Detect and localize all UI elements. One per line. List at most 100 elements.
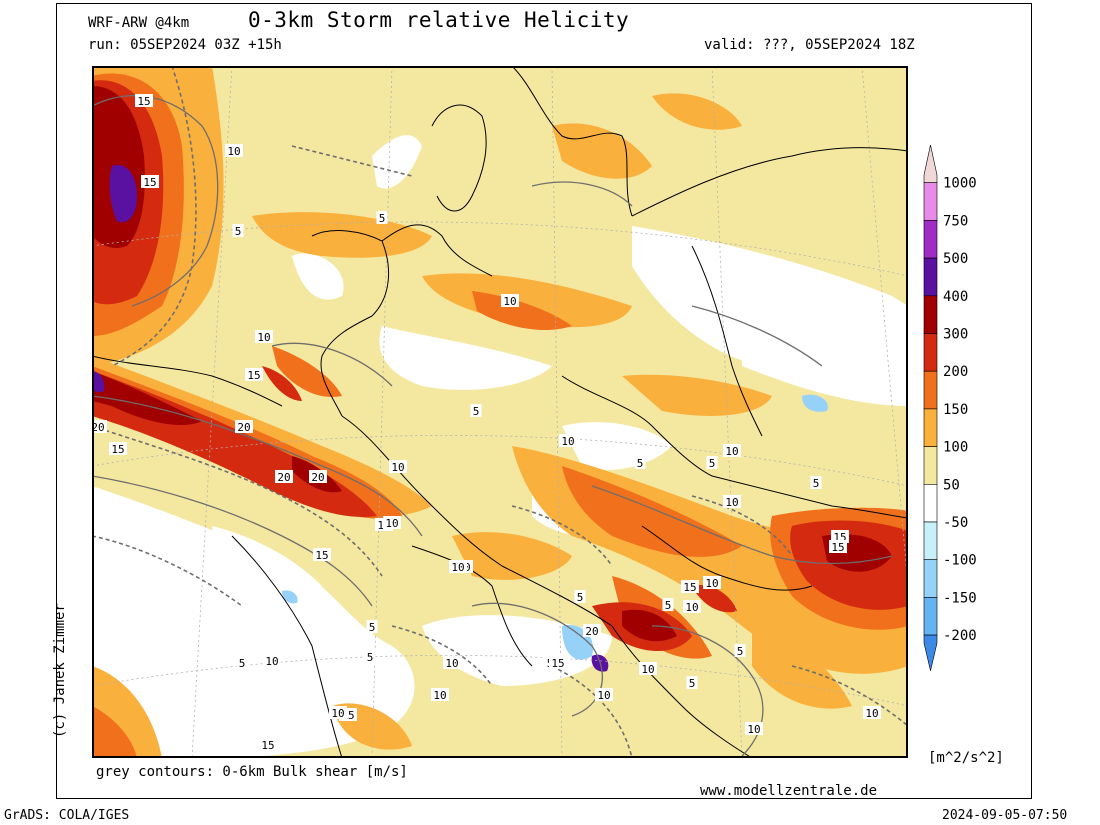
svg-text:15: 15 [247, 369, 260, 382]
timestamp-label: 2024-09-05-07:50 [942, 808, 1068, 823]
contour-label: 10 [639, 662, 657, 676]
contour-label: 10 [683, 600, 701, 614]
legend-swatch [923, 333, 938, 372]
svg-text:20: 20 [311, 471, 324, 484]
svg-text:5: 5 [737, 645, 744, 658]
contour-note: grey contours: 0-6km Bulk shear [m/s] [96, 764, 408, 780]
contour-label: 10 [863, 706, 881, 720]
legend-label: 150 [943, 402, 968, 418]
svg-text:15: 15 [551, 657, 564, 670]
svg-text:5: 5 [665, 599, 672, 612]
software-label: GrADS: COLA/IGES [4, 808, 130, 823]
svg-text:15: 15 [683, 581, 696, 594]
svg-text:20: 20 [585, 625, 598, 638]
svg-text:10: 10 [433, 689, 446, 702]
svg-text:15: 15 [143, 176, 156, 189]
contour-label: 20 [235, 420, 253, 434]
contour-label: 15 [109, 442, 127, 456]
svg-text:5: 5 [239, 657, 246, 670]
contour-label: 20 [583, 624, 601, 638]
contour-label: 5 [810, 476, 822, 490]
legend-label: -50 [943, 515, 968, 531]
svg-text:15: 15 [831, 541, 844, 554]
contour-label: 10 [723, 444, 741, 458]
contour-label: 5 [232, 224, 244, 238]
contour-label: 10 [329, 706, 347, 720]
contour-label: 5 [236, 656, 248, 670]
legend-swatch [923, 521, 938, 561]
svg-text:10: 10 [705, 577, 718, 590]
website-label: www.modellzentrale.de [700, 783, 878, 799]
contour-label: 5 [574, 590, 586, 604]
legend-swatch [923, 634, 938, 671]
legend-swatch [923, 597, 938, 636]
bulk-shear-dashed-contours [92, 66, 908, 758]
svg-text:15: 15 [315, 549, 328, 562]
contour-label: 10 [449, 560, 467, 574]
model-label: WRF-ARW @4km [88, 15, 190, 31]
contour-label: 5 [706, 456, 718, 470]
legend-label: 1000 [943, 176, 977, 192]
legend-swatch [923, 295, 938, 334]
contour-label: 5 [376, 211, 388, 225]
legend-label: 100 [943, 440, 968, 456]
contour-label: 5 [734, 644, 746, 658]
contour-label: 10 [723, 495, 741, 509]
svg-text:5: 5 [369, 621, 376, 634]
contour-label: 15 [245, 368, 263, 382]
svg-text:10: 10 [331, 707, 344, 720]
svg-text:20: 20 [92, 421, 105, 434]
svg-text:5: 5 [379, 212, 386, 225]
legend-label: -100 [943, 553, 977, 569]
legend-swatch [923, 483, 938, 523]
contour-label: 5 [470, 404, 482, 418]
svg-text:5: 5 [235, 225, 242, 238]
copyright-label: (c) Janek Zimmer [52, 603, 68, 738]
contour-label: 20 [309, 470, 327, 484]
contour-label: 10 [431, 688, 449, 702]
svg-text:5: 5 [709, 457, 716, 470]
legend-label: -200 [943, 628, 977, 644]
contour-label: 10 [745, 722, 763, 736]
svg-text:10: 10 [265, 655, 278, 668]
contour-label: 5 [634, 456, 646, 470]
legend-swatch [923, 144, 938, 184]
svg-text:5: 5 [367, 651, 374, 664]
legend-label: 400 [943, 289, 968, 305]
legend-unit: [m^2/s^2] [928, 750, 1004, 766]
extreme-helicity-areas [92, 165, 609, 672]
svg-text:5: 5 [813, 477, 820, 490]
contour-label: 10 [703, 576, 721, 590]
svg-text:5: 5 [577, 591, 584, 604]
legend-label: 750 [943, 213, 968, 229]
contour-label: 15 [313, 548, 331, 562]
contour-label: 10 [443, 656, 461, 670]
contour-label: 15 [259, 738, 277, 752]
contour-label: 15 [141, 175, 159, 189]
color-legend: 1000 750 500 400 300 200 150 100 50 -50 -100 -150 -2… [923, 144, 977, 671]
svg-text:10: 10 [227, 145, 240, 158]
coastlines [92, 66, 908, 758]
contour-label: 10 [383, 516, 401, 530]
contour-label: 15 [829, 540, 847, 554]
helicity-map: 15 15 10 5 5 10 15 20 20 20 15 20 10 10 15 5 10 15 5 10 5 10 1… [92, 66, 908, 758]
contour-label: 5 [366, 620, 378, 634]
legend-label: 500 [943, 251, 968, 267]
legend-swatch [923, 257, 938, 297]
graticule [92, 66, 908, 758]
legend-swatch [923, 220, 938, 259]
contour-label: 10 [595, 688, 613, 702]
contour-label: 5 [662, 598, 674, 612]
legend-swatch [923, 446, 938, 485]
svg-text:20: 20 [277, 471, 290, 484]
figure-frame [56, 3, 1032, 799]
contour-label-layer: 15 15 10 5 5 10 15 20 20 20 15 20 10 10 15 5 10 15 5 10 5 10 1… [92, 94, 881, 752]
contour-label: 10 [255, 330, 273, 344]
contour-label: 10 [263, 654, 281, 668]
svg-text:15: 15 [261, 739, 274, 752]
legend-swatch [923, 559, 938, 598]
legend-bars [923, 144, 938, 671]
svg-text:10: 10 [685, 601, 698, 614]
svg-text:10: 10 [747, 723, 760, 736]
contour-label: 15 [681, 580, 699, 594]
